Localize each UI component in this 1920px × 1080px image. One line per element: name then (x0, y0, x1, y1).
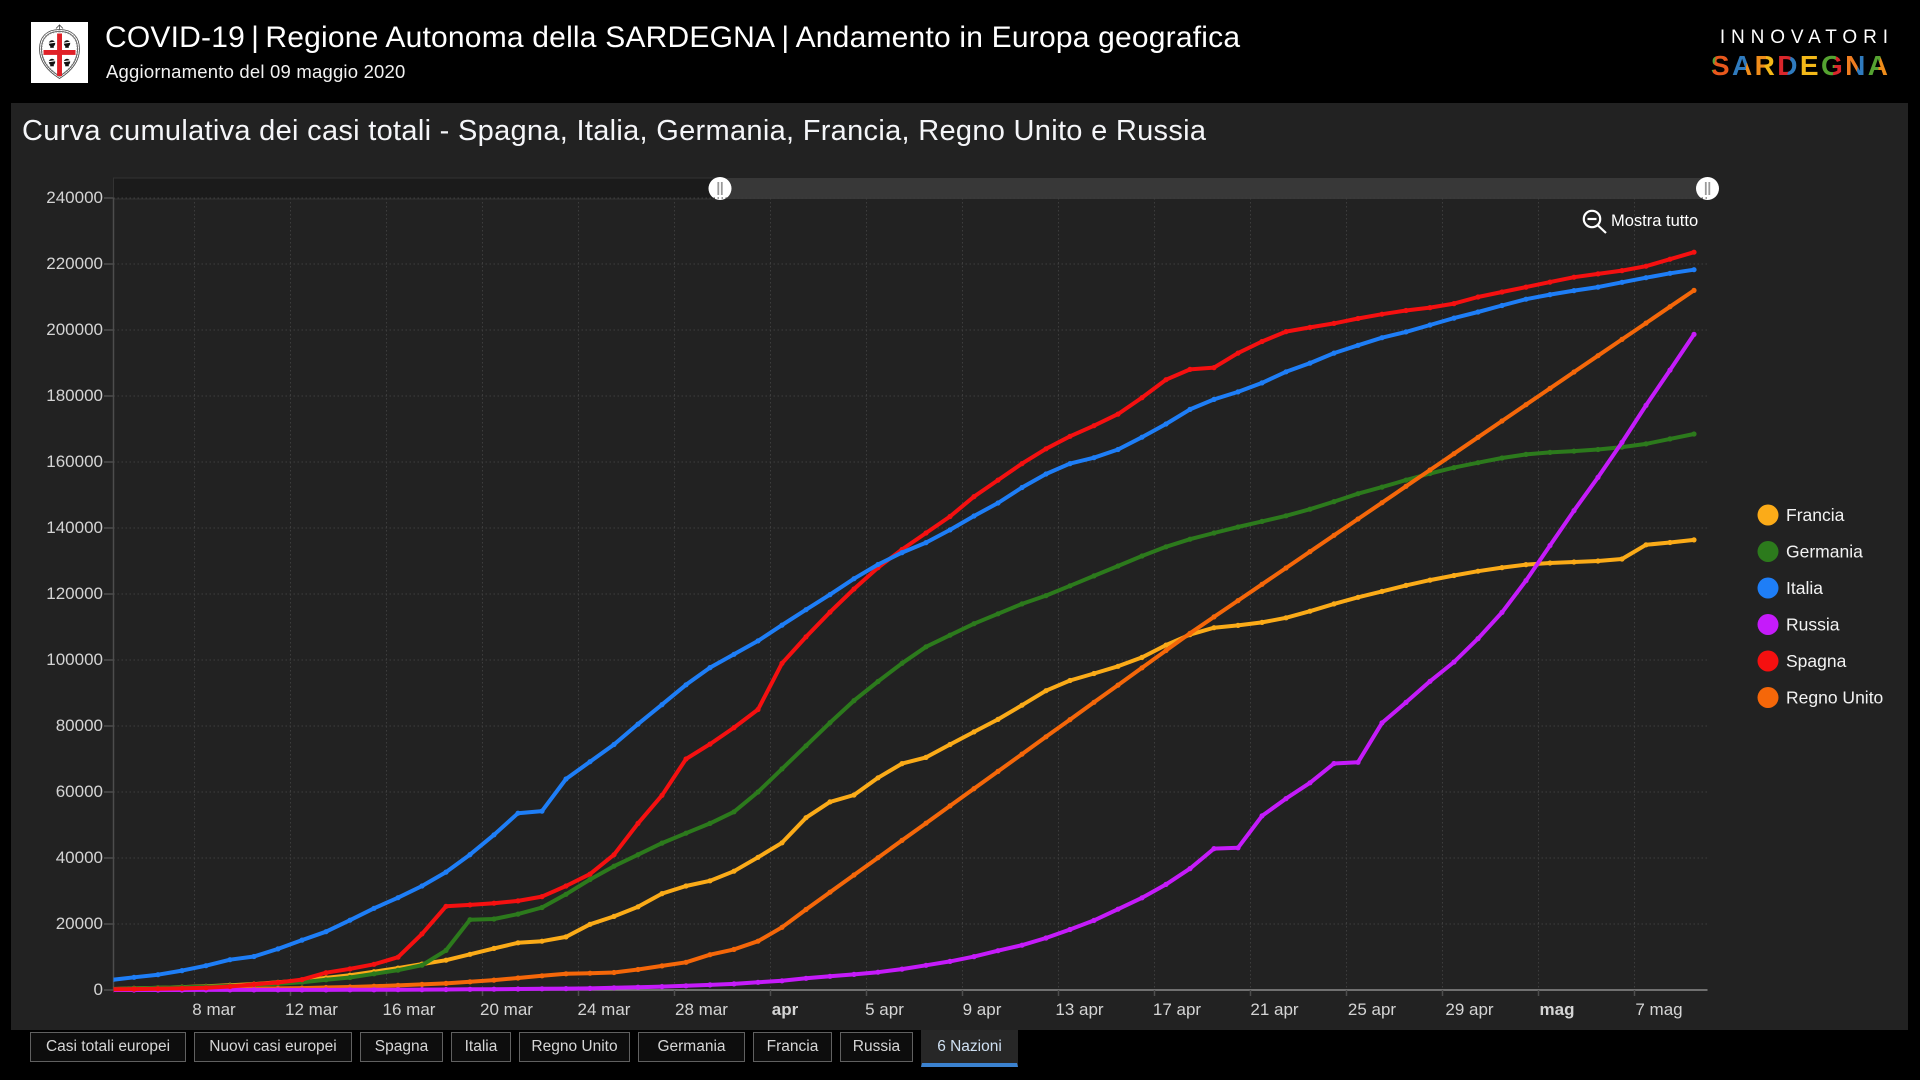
svg-text:mag: mag (1540, 1000, 1575, 1019)
svg-text:12 mar: 12 mar (285, 1000, 338, 1019)
svg-text:25 apr: 25 apr (1348, 1000, 1397, 1019)
svg-text:160000: 160000 (46, 452, 103, 471)
svg-text:8 mar: 8 mar (192, 1000, 236, 1019)
svg-text:apr: apr (772, 1000, 799, 1019)
svg-text:20 mar: 20 mar (480, 1000, 533, 1019)
svg-text:Francia: Francia (1786, 505, 1845, 525)
svg-text:200000: 200000 (46, 320, 103, 339)
svg-text:100000: 100000 (46, 650, 103, 669)
svg-text:140000: 140000 (46, 518, 103, 537)
svg-text:Mostra tutto: Mostra tutto (1611, 212, 1698, 230)
svg-text:21 apr: 21 apr (1250, 1000, 1299, 1019)
svg-text:Russia: Russia (1786, 615, 1840, 635)
svg-text:Curva cumulativa dei casi tota: Curva cumulativa dei casi totali - Spagn… (22, 115, 1207, 147)
svg-text:16 mar: 16 mar (383, 1000, 436, 1019)
svg-text:Regno Unito: Regno Unito (1786, 688, 1883, 708)
svg-text:Italia: Italia (1786, 578, 1823, 598)
svg-text:240000: 240000 (46, 188, 103, 207)
svg-text:40000: 40000 (56, 848, 103, 867)
svg-text:60000: 60000 (56, 782, 103, 801)
svg-text:220000: 220000 (46, 254, 103, 273)
svg-text:5 apr: 5 apr (865, 1000, 904, 1019)
svg-text:24 mar: 24 mar (578, 1000, 631, 1019)
svg-text:Spagna: Spagna (1786, 651, 1847, 671)
svg-text:13 apr: 13 apr (1055, 1000, 1104, 1019)
svg-text:20000: 20000 (56, 914, 103, 933)
svg-text:29 apr: 29 apr (1445, 1000, 1494, 1019)
svg-text:7 mag: 7 mag (1635, 1000, 1682, 1019)
svg-text:28 mar: 28 mar (675, 1000, 728, 1019)
svg-text:180000: 180000 (46, 386, 103, 405)
svg-text:Germania: Germania (1786, 542, 1863, 562)
svg-text:17 apr: 17 apr (1153, 1000, 1202, 1019)
svg-text:0: 0 (94, 980, 103, 999)
svg-text:9 apr: 9 apr (963, 1000, 1002, 1019)
svg-text:80000: 80000 (56, 716, 103, 735)
svg-text:120000: 120000 (46, 584, 103, 603)
